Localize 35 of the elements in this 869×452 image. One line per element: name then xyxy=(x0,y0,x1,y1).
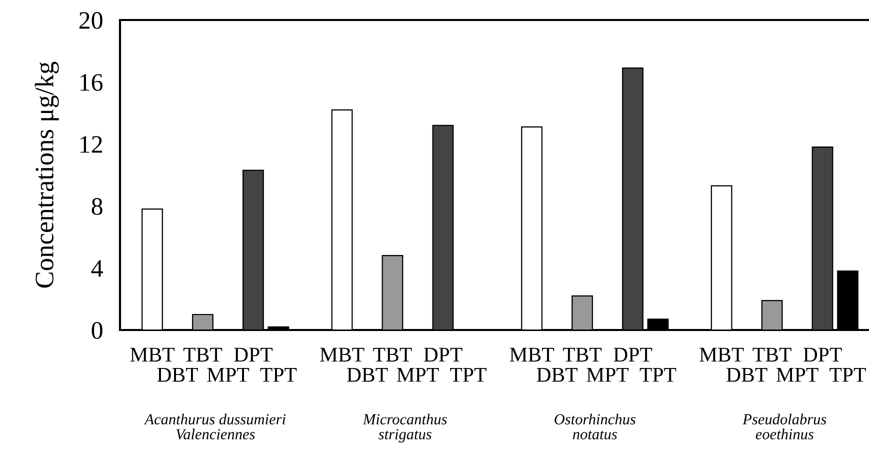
text: MBT xyxy=(320,348,364,362)
text: MPT xyxy=(396,368,439,382)
text: DBT xyxy=(347,368,388,382)
text: TBT xyxy=(562,348,602,362)
text: TPT xyxy=(260,368,297,382)
series-label: TPT xyxy=(640,368,676,382)
y-axis-title: Concentrations μg/kg xyxy=(34,62,59,288)
y-tick-label: 12 xyxy=(80,136,102,153)
y-tick-label: 0 xyxy=(92,322,102,339)
text: DBT xyxy=(536,368,578,382)
text: MPT xyxy=(586,368,629,382)
y-tick-label: 16 xyxy=(80,74,103,91)
series-label: DPT xyxy=(234,348,273,362)
text: MPT xyxy=(207,368,250,382)
text: DPT xyxy=(614,348,652,362)
text: DPT xyxy=(803,348,842,362)
x-tick-label: Pseudolabrus eoethinus xyxy=(742,414,826,440)
text: DBT xyxy=(157,368,198,382)
text: MBT xyxy=(510,348,554,362)
text: DPT xyxy=(424,348,462,362)
y-tick-label: 8 xyxy=(92,198,102,215)
text: MBT xyxy=(130,348,174,362)
text: TPT xyxy=(450,368,486,382)
y-tick-label: 20 xyxy=(79,12,102,29)
text: TBT xyxy=(183,348,222,362)
text: TBT xyxy=(752,348,792,362)
text: TPT xyxy=(830,368,866,382)
x-tick-label: Acanthurus dussumieri Valenciennes xyxy=(144,414,286,440)
text: DBT xyxy=(726,368,768,382)
y-tick-label: 4 xyxy=(91,260,103,277)
x-tick-label: Microcanthus strigatus xyxy=(362,414,447,442)
series-label: MBT xyxy=(700,348,744,362)
series-label: TBT xyxy=(373,348,412,362)
text: MPT xyxy=(776,368,818,382)
x-tick-label: Ostorhinchus notatus xyxy=(554,414,636,440)
